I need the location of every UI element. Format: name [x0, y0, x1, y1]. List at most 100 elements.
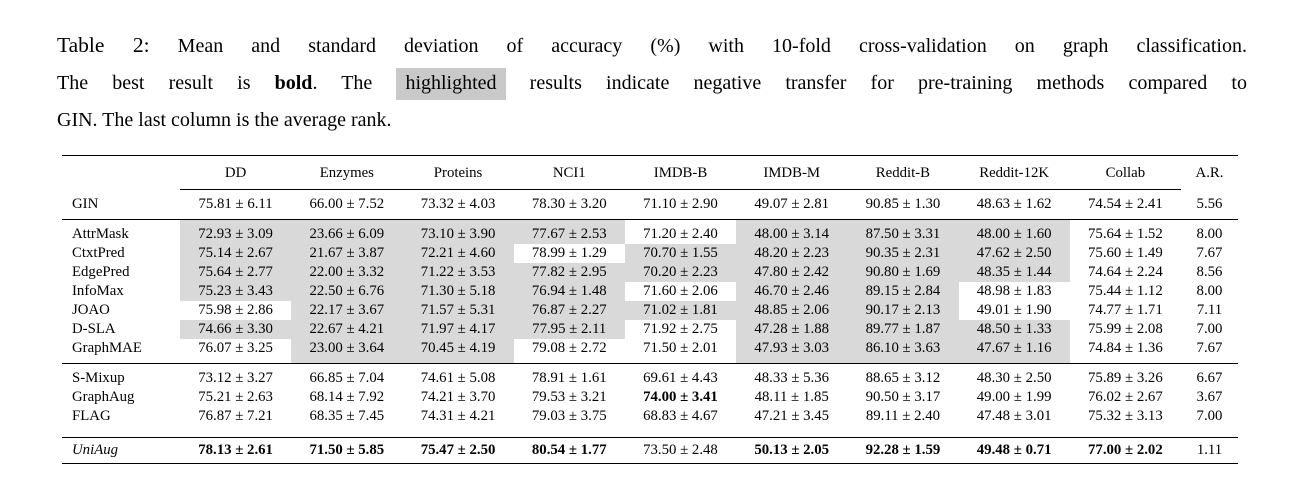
data-cell: 75.99 ± 2.08 — [1088, 321, 1163, 337]
data-cell: 48.30 ± 2.50 — [976, 370, 1052, 386]
data-cell: 22.17 ± 3.67 — [291, 301, 403, 320]
data-cell: 47.62 ± 2.50 — [958, 244, 1070, 263]
group-pretrain: AttrMask 72.93 ± 3.09 23.66 ± 6.09 73.10 ± … — [62, 219, 1238, 364]
data-cell: 47.80 ± 2.42 — [736, 263, 848, 282]
data-cell: 74.00 ± 3.41 — [643, 389, 718, 405]
data-cell: 68.83 ± 4.67 — [643, 408, 718, 424]
data-cell: 71.20 ± 2.40 — [643, 226, 718, 242]
data-cell: 89.15 ± 2.84 — [847, 282, 959, 301]
avg-rank-cell: 3.67 — [1196, 389, 1223, 405]
avg-rank-cell: 1.11 — [1196, 442, 1223, 458]
table-row-gin: GIN 75.81 ± 6.11 66.00 ± 7.52 73.32 ± 4.03 7… — [62, 190, 1238, 220]
group-aug: S-Mixup 73.12 ± 3.27 66.85 ± 7.04 74.61 ± 5… — [62, 363, 1238, 438]
data-cell: 89.11 ± 2.40 — [865, 408, 940, 424]
avg-rank-cell: 5.56 — [1196, 195, 1223, 212]
data-cell: 87.50 ± 3.31 — [847, 219, 959, 244]
data-cell: 74.54 ± 2.41 — [1088, 196, 1163, 212]
caption-text: results indicate negative transfer for p… — [505, 72, 1247, 94]
data-cell: 76.94 ± 1.48 — [513, 282, 625, 301]
paper-page: Table 2: Mean and standard deviation of … — [57, 27, 1247, 464]
data-cell: 49.01 ± 1.90 — [976, 302, 1052, 318]
avg-rank-cell: 7.00 — [1196, 321, 1223, 337]
data-cell: 90.50 ± 3.17 — [865, 389, 941, 405]
row-label: GraphAug — [72, 389, 135, 405]
data-cell: 75.89 ± 3.26 — [1088, 370, 1163, 386]
avg-rank-cell: 7.00 — [1196, 408, 1223, 424]
column-header-a-r: A.R. — [1195, 165, 1224, 182]
data-cell: 89.77 ± 1.87 — [847, 320, 959, 339]
column-header-collab: Collab — [1069, 155, 1181, 190]
data-cell: 48.33 ± 5.36 — [754, 370, 830, 386]
row-label: GIN — [72, 195, 99, 212]
row-label: GraphMAE — [72, 340, 142, 356]
data-cell: 48.50 ± 1.33 — [958, 320, 1070, 339]
data-cell: 66.00 ± 7.52 — [309, 196, 385, 212]
data-cell: 76.87 ± 7.21 — [198, 408, 273, 424]
data-cell: 21.67 ± 3.87 — [291, 244, 403, 263]
data-cell: 49.07 ± 2.81 — [754, 196, 830, 212]
data-cell: 75.23 ± 3.43 — [180, 282, 292, 301]
data-cell: 71.22 ± 3.53 — [402, 263, 514, 282]
table-row-graphmae: GraphMAE 76.07 ± 3.25 23.00 ± 3.64 70.45 ± … — [62, 339, 1238, 364]
caption-text: The best result is — [57, 72, 275, 94]
data-cell: 73.10 ± 3.90 — [402, 219, 514, 244]
data-cell: 75.64 ± 2.77 — [180, 263, 292, 282]
row-label: FLAG — [72, 408, 111, 424]
data-cell: 71.92 ± 2.75 — [643, 321, 718, 337]
data-cell: 74.84 ± 1.36 — [1088, 340, 1163, 356]
row-label: EdgePred — [72, 264, 130, 280]
data-cell: 79.53 ± 3.21 — [531, 389, 607, 405]
data-cell: 77.67 ± 2.53 — [513, 219, 625, 244]
data-cell: 46.70 ± 2.46 — [736, 282, 848, 301]
row-label: CtxtPred — [72, 245, 125, 261]
data-cell: 74.31 ± 4.21 — [420, 408, 496, 424]
data-cell: 48.20 ± 2.23 — [736, 244, 848, 263]
table-row-joao: JOAO 75.98 ± 2.86 22.17 ± 3.67 71.57 ± 5.31… — [62, 301, 1238, 320]
data-cell: 22.00 ± 3.32 — [291, 263, 403, 282]
avg-rank-cell: 8.56 — [1196, 264, 1223, 280]
data-cell: 90.80 ± 1.69 — [847, 263, 959, 282]
data-cell: 71.10 ± 2.90 — [643, 196, 718, 212]
results-table: DD Enzymes Proteins NCI1 IMDB-B IMDB-M Reddit-… — [62, 155, 1238, 464]
data-cell: 88.65 ± 3.12 — [865, 370, 941, 386]
data-cell: 48.35 ± 1.44 — [958, 263, 1070, 282]
table-row-graphaug: GraphAug 75.21 ± 2.63 68.14 ± 7.92 74.21 ± … — [62, 388, 1238, 407]
data-cell: 71.50 ± 5.85 — [309, 442, 385, 458]
data-cell: 71.57 ± 5.31 — [402, 301, 514, 320]
caption-text: Mean and standard deviation of accuracy … — [149, 35, 1247, 57]
data-cell: 75.44 ± 1.12 — [1088, 283, 1163, 299]
caption-line: Table 2: Mean and standard deviation of … — [57, 27, 1247, 65]
column-header-imdb-b: IMDB-B — [624, 155, 737, 190]
column-header-imdb-m: IMDB-M — [736, 155, 848, 190]
caption-text: GIN. The last column is the average rank… — [57, 109, 392, 131]
table-row-d-sla: D-SLA 74.66 ± 3.30 22.67 ± 4.21 71.97 ± 4.1… — [62, 320, 1238, 339]
data-cell: 71.60 ± 2.06 — [643, 283, 718, 299]
data-cell: 75.47 ± 2.50 — [420, 442, 496, 458]
data-cell: 47.48 ± 3.01 — [976, 408, 1052, 424]
avg-rank-cell: 7.11 — [1196, 302, 1223, 318]
data-cell: 22.67 ± 4.21 — [291, 320, 403, 339]
column-header-reddit-b: Reddit-B — [847, 155, 959, 190]
data-cell: 79.08 ± 2.72 — [531, 340, 607, 356]
data-cell: 92.28 ± 1.59 — [865, 442, 941, 458]
caption-line: GIN. The last column is the average rank… — [57, 102, 1247, 139]
data-cell: 74.61 ± 5.08 — [420, 370, 496, 386]
table-row-attrmask: AttrMask 72.93 ± 3.09 23.66 ± 6.09 73.10 ± … — [62, 219, 1238, 244]
avg-rank-cell: 6.67 — [1196, 370, 1223, 386]
data-cell: 48.11 ± 1.85 — [754, 389, 829, 405]
caption-text: bold — [274, 72, 313, 94]
data-cell: 73.32 ± 4.03 — [420, 196, 496, 212]
row-label: UniAug — [72, 442, 119, 458]
data-cell: 86.10 ± 3.63 — [847, 339, 959, 364]
row-label: InfoMax — [72, 283, 124, 299]
data-cell: 75.14 ± 2.67 — [180, 244, 292, 263]
data-cell: 75.64 ± 1.52 — [1088, 226, 1163, 242]
row-label: AttrMask — [72, 226, 129, 242]
data-cell: 48.00 ± 1.60 — [958, 219, 1070, 244]
column-header-reddit-12k: Reddit-12K — [958, 155, 1070, 190]
data-cell: 74.66 ± 3.30 — [180, 320, 292, 339]
data-cell: 90.35 ± 2.31 — [847, 244, 959, 263]
data-cell: 47.67 ± 1.16 — [958, 339, 1070, 364]
data-cell: 74.64 ± 2.24 — [1088, 264, 1163, 280]
data-cell: 48.00 ± 3.14 — [736, 219, 848, 244]
